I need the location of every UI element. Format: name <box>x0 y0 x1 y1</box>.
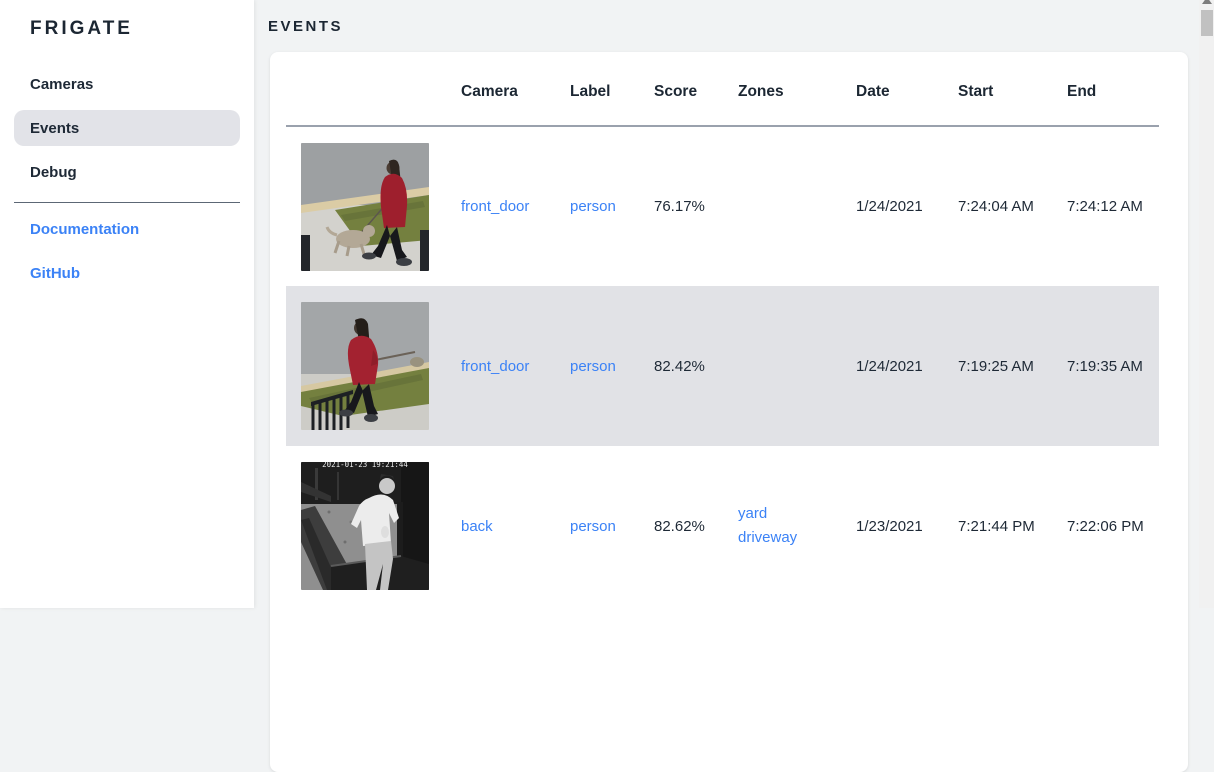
events-table: Camera Label Score Zones Date Start End <box>286 52 1159 606</box>
sidebar-item-debug[interactable]: Debug <box>14 154 240 190</box>
event-date: 1/23/2021 <box>856 517 923 535</box>
event-end-time: 7:22:06 PM <box>1067 517 1144 535</box>
column-header-label: Label <box>555 52 639 127</box>
column-header-date: Date <box>841 52 943 127</box>
event-score: 82.42% <box>654 357 705 375</box>
event-start-time: 7:21:44 PM <box>958 517 1035 535</box>
sidebar-link-label: GitHub <box>30 264 80 282</box>
event-camera-link[interactable]: back <box>461 517 493 535</box>
page-title: EVENTS <box>268 18 344 35</box>
sidebar-item-label: Debug <box>30 163 77 181</box>
event-thumbnail[interactable] <box>301 142 429 271</box>
event-row: front_door person 76.17% 1/24/2021 7:24:… <box>286 126 1159 286</box>
column-header-start: Start <box>943 52 1052 127</box>
sidebar-item-label: Cameras <box>30 75 94 93</box>
event-zone-link[interactable]: yard <box>738 505 768 522</box>
table-header-row: Camera Label Score Zones Date Start End <box>286 52 1159 127</box>
app-logo: FRIGATE <box>30 18 133 39</box>
sidebar-item-cameras[interactable]: Cameras <box>14 66 240 102</box>
events-card: Camera Label Score Zones Date Start End <box>270 52 1188 772</box>
event-label-link[interactable]: person <box>570 357 616 375</box>
event-start-time: 7:19:25 AM <box>958 357 1034 375</box>
sidebar-link-documentation[interactable]: Documentation <box>14 211 240 247</box>
event-date: 1/24/2021 <box>856 198 923 215</box>
column-header-end: End <box>1052 52 1159 127</box>
event-label-link[interactable]: person <box>570 198 616 215</box>
sidebar-item-events[interactable]: Events <box>14 110 240 146</box>
event-score: 76.17% <box>654 198 705 215</box>
event-score: 82.62% <box>654 517 705 535</box>
column-header-camera: Camera <box>446 52 555 127</box>
event-end-time: 7:19:35 AM <box>1067 357 1143 375</box>
sidebar-divider <box>14 202 240 203</box>
sidebar-link-github[interactable]: GitHub <box>14 255 240 291</box>
event-label-link[interactable]: person <box>570 517 616 535</box>
column-header-zones: Zones <box>723 52 841 127</box>
sidebar-nav: Cameras Events Debug Documentation GitHu… <box>0 66 254 291</box>
event-thumbnail[interactable]: 2021-01-23 19:21:44 <box>301 462 429 590</box>
event-start-time: 7:24:04 AM <box>958 198 1034 215</box>
sidebar-item-label: Events <box>30 119 80 137</box>
column-header-score: Score <box>639 52 723 127</box>
event-camera-link[interactable]: front_door <box>461 357 530 375</box>
event-camera-link[interactable]: front_door <box>461 198 530 215</box>
sidebar-link-label: Documentation <box>30 220 140 238</box>
main-content: EVENTS Camera Label Score Zones Date Sta… <box>254 0 1199 772</box>
event-end-time: 7:24:12 AM <box>1067 198 1143 215</box>
sidebar: FRIGATE Cameras Events Debug Documentati… <box>0 0 254 608</box>
scrollbar-thumb[interactable] <box>1200 10 1213 36</box>
page-scrollbar[interactable] <box>1199 0 1214 608</box>
event-row: 2021-01-23 19:21:44 back person 82.62% y… <box>286 446 1159 606</box>
svg-text:2021-01-23 19:21:44: 2021-01-23 19:21:44 <box>322 462 408 469</box>
scrollbar-up-arrow-icon[interactable] <box>1202 0 1212 4</box>
column-header-thumbnail <box>286 52 446 127</box>
event-row-highlighted: front_door person 82.42% 1/24/2021 7:19:… <box>286 286 1159 446</box>
event-zone-link[interactable]: driveway <box>738 529 798 546</box>
event-date: 1/24/2021 <box>856 357 923 375</box>
event-thumbnail[interactable] <box>301 302 429 430</box>
